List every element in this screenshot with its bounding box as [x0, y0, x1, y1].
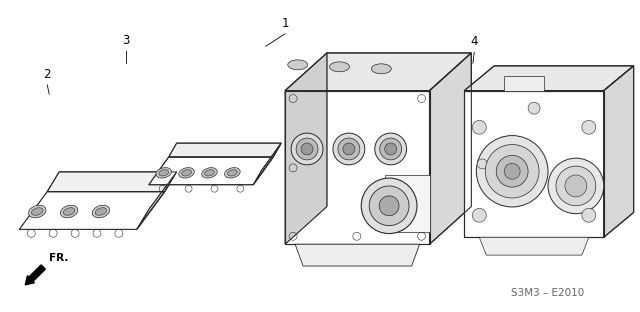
Text: 2: 2	[44, 68, 51, 81]
Ellipse shape	[202, 168, 218, 178]
Circle shape	[477, 159, 487, 169]
Polygon shape	[285, 53, 471, 90]
Ellipse shape	[288, 60, 308, 70]
FancyArrow shape	[26, 265, 45, 285]
Text: S3M3 – E2010: S3M3 – E2010	[511, 288, 584, 298]
Ellipse shape	[225, 168, 240, 178]
Polygon shape	[465, 90, 604, 237]
Circle shape	[338, 138, 360, 160]
Circle shape	[472, 208, 486, 222]
Ellipse shape	[156, 168, 172, 178]
Ellipse shape	[31, 208, 43, 215]
Circle shape	[380, 138, 402, 160]
Polygon shape	[285, 53, 327, 244]
Polygon shape	[148, 157, 273, 185]
Text: 1: 1	[281, 17, 289, 30]
Text: 3: 3	[122, 34, 129, 47]
Circle shape	[333, 133, 365, 165]
Ellipse shape	[179, 168, 195, 178]
Text: 4: 4	[470, 36, 478, 48]
Ellipse shape	[159, 170, 168, 176]
Circle shape	[369, 186, 409, 226]
Polygon shape	[385, 175, 429, 232]
Polygon shape	[47, 172, 177, 192]
Circle shape	[565, 175, 587, 197]
Circle shape	[472, 120, 486, 134]
Ellipse shape	[95, 208, 107, 215]
Circle shape	[343, 143, 355, 155]
Circle shape	[385, 143, 397, 155]
Circle shape	[582, 120, 596, 134]
Circle shape	[582, 208, 596, 222]
Ellipse shape	[205, 170, 214, 176]
Polygon shape	[285, 90, 429, 244]
Circle shape	[476, 136, 548, 207]
Circle shape	[496, 155, 528, 187]
Ellipse shape	[227, 170, 237, 176]
Polygon shape	[19, 192, 164, 229]
Ellipse shape	[182, 170, 191, 176]
Ellipse shape	[29, 205, 46, 218]
Circle shape	[528, 102, 540, 114]
Polygon shape	[429, 53, 471, 244]
Circle shape	[504, 163, 520, 179]
Circle shape	[548, 158, 604, 214]
Polygon shape	[137, 172, 177, 229]
Ellipse shape	[330, 62, 349, 72]
Circle shape	[301, 143, 313, 155]
Circle shape	[361, 178, 417, 234]
Ellipse shape	[63, 208, 75, 215]
Polygon shape	[479, 237, 589, 255]
Circle shape	[379, 196, 399, 216]
Polygon shape	[465, 66, 634, 90]
Polygon shape	[169, 143, 281, 157]
Ellipse shape	[371, 64, 391, 74]
Polygon shape	[504, 76, 544, 90]
Ellipse shape	[92, 205, 109, 218]
Polygon shape	[604, 66, 634, 237]
Polygon shape	[253, 143, 281, 185]
Polygon shape	[295, 244, 420, 266]
Circle shape	[485, 144, 539, 198]
Circle shape	[291, 133, 323, 165]
Circle shape	[375, 133, 406, 165]
Circle shape	[296, 138, 318, 160]
Text: FR.: FR.	[49, 253, 68, 263]
Ellipse shape	[60, 205, 78, 218]
Circle shape	[556, 166, 596, 206]
